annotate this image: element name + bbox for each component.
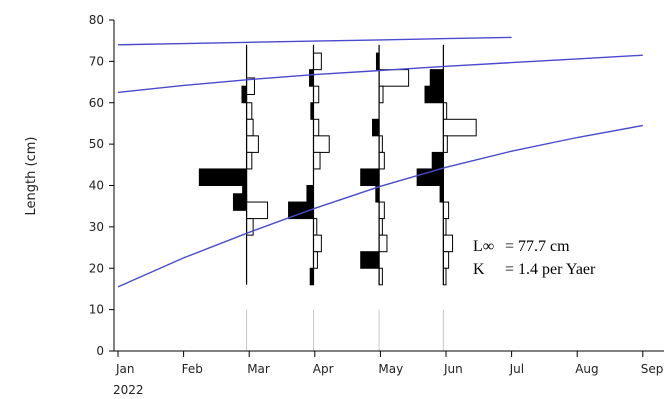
y-tick-label: 60 xyxy=(89,96,104,110)
k-label: K xyxy=(473,261,485,278)
frequency-bar-positive xyxy=(312,85,320,104)
sample-histogram xyxy=(416,44,477,351)
frequency-bar-positive xyxy=(378,151,385,170)
growth-curve xyxy=(117,36,512,46)
year-label: 2022 xyxy=(113,383,144,397)
k-value: = 1.4 per Yaer xyxy=(505,261,596,278)
frequency-bar-positive xyxy=(312,151,321,170)
y-tick-label: 30 xyxy=(89,220,104,234)
sample-histogram xyxy=(198,44,269,351)
y-tick-label: 40 xyxy=(89,179,104,193)
x-tick-label: Mar xyxy=(247,362,270,376)
frequency-bar-positive xyxy=(378,201,385,220)
y-tick-label: 0 xyxy=(96,344,104,358)
growth-curve xyxy=(117,54,643,94)
frequency-bar-positive xyxy=(442,118,477,137)
frequency-bar-negative xyxy=(198,168,248,186)
frequency-bar-positive xyxy=(246,151,253,170)
x-tick-label: Jan xyxy=(115,362,135,376)
frequency-bar-positive xyxy=(312,234,322,253)
linf-label: L∞ xyxy=(473,238,494,255)
x-tick-label: Feb xyxy=(182,362,203,376)
frequency-bar-positive xyxy=(312,118,320,137)
frequency-bar-negative xyxy=(429,69,444,87)
frequency-bar-negative xyxy=(360,251,380,269)
frequency-bar-positive xyxy=(312,135,330,153)
frequency-bar-positive xyxy=(246,135,259,153)
x-tick-label: Jul xyxy=(509,362,524,376)
growth-curve xyxy=(117,124,643,288)
frequency-bar-positive xyxy=(312,52,322,71)
sample-histograms xyxy=(198,44,477,351)
x-tick-label: Apr xyxy=(313,362,334,376)
frequency-bar-negative xyxy=(360,168,380,186)
sample-histogram xyxy=(360,44,410,351)
axes: 0 10 20 30 40 50 60 70 80 Jan Feb Mar Apr May Jun Jul A… xyxy=(89,13,664,376)
frequency-bar-positive xyxy=(442,251,450,269)
frequency-bar-positive xyxy=(378,69,410,87)
linf-value: = 77.7 cm xyxy=(505,238,570,255)
y-tick-label: 70 xyxy=(89,54,104,68)
frequency-bar-negative xyxy=(241,85,248,104)
frequency-bar-positive xyxy=(246,201,269,220)
frequency-bar-positive xyxy=(378,234,388,253)
growth-curves xyxy=(117,36,643,288)
frequency-bar-positive xyxy=(442,234,454,253)
frequency-bar-positive xyxy=(246,118,254,137)
frequency-bar-negative xyxy=(431,151,444,170)
frequency-bar-negative xyxy=(306,185,314,203)
parameter-annotation: L∞ = 77.7 cm K = 1.4 per Yaer xyxy=(473,238,596,278)
y-tick-label: 20 xyxy=(89,261,104,275)
frequency-bar-negative xyxy=(372,118,380,137)
frequency-bar-negative xyxy=(232,193,248,211)
y-tick-label: 80 xyxy=(89,13,104,27)
frequency-bar-positive xyxy=(442,201,450,220)
y-axis-title: Length (cm) xyxy=(24,137,39,216)
y-tick-label: 50 xyxy=(89,137,104,151)
y-tick-label: 10 xyxy=(89,303,104,317)
x-tick-label: Aug xyxy=(575,362,598,376)
x-ticks: Jan Feb Mar Apr May Jun Jul Aug Sep xyxy=(115,351,663,376)
frequency-bar-positive xyxy=(246,102,253,120)
x-tick-label: May xyxy=(378,362,403,376)
y-ticks: 0 10 20 30 40 50 60 70 80 xyxy=(89,13,114,358)
x-tick-label: Jun xyxy=(443,362,463,376)
sample-histogram xyxy=(288,44,330,351)
frequency-bar-negative xyxy=(424,85,444,104)
x-tick-label: Sep xyxy=(641,362,664,376)
